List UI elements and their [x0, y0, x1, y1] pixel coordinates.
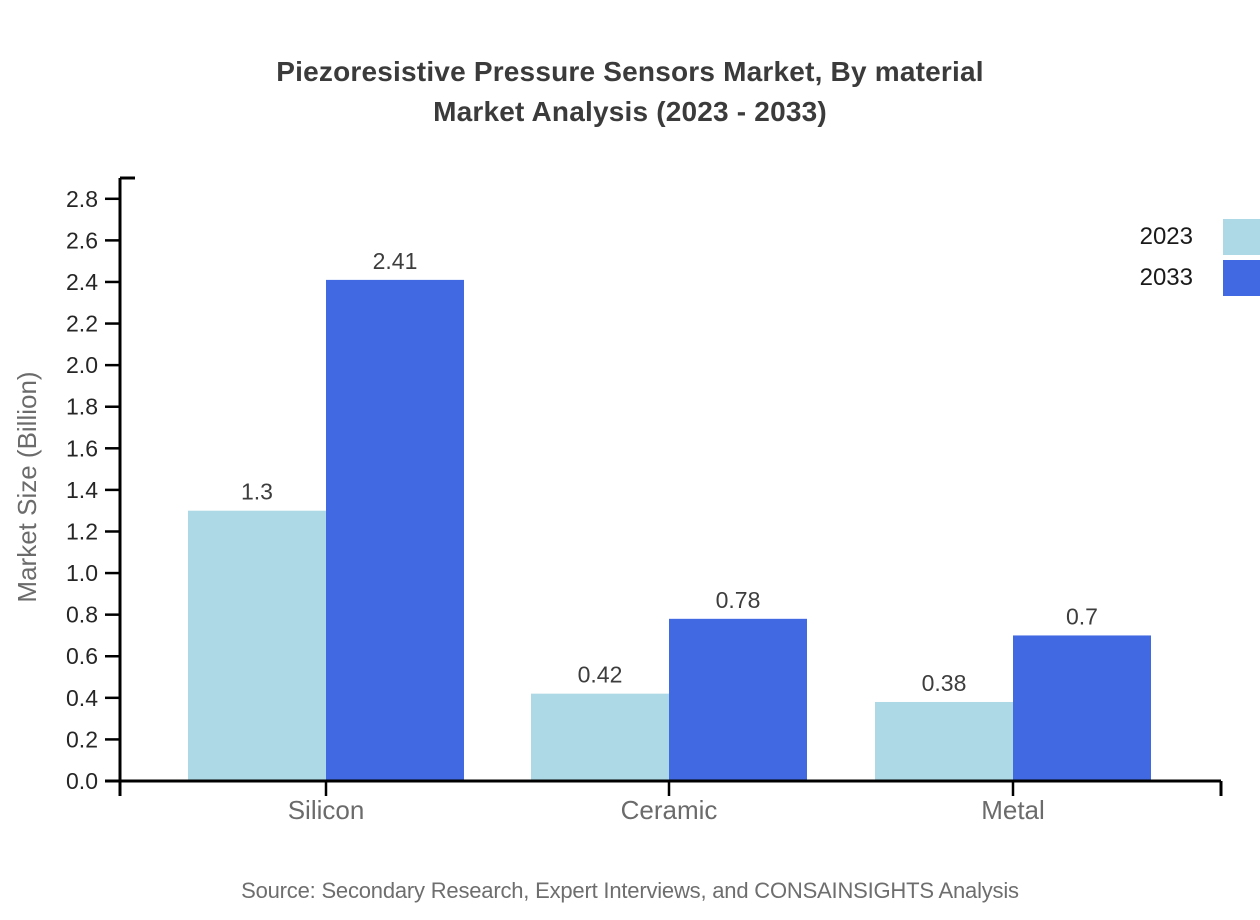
y-tick-label-0.2: 0.2	[66, 726, 98, 752]
chart-title-line1: Piezoresistive Pressure Sensors Market, …	[276, 56, 984, 87]
value-label-2033-metal: 0.7	[1066, 603, 1098, 629]
y-tick-label-2.0: 2.0	[66, 352, 98, 378]
y-tick-label-2.4: 2.4	[66, 269, 98, 295]
bar-2023-metal	[875, 701, 1013, 781]
bar-2033-silicon	[326, 279, 464, 781]
bar-2033-metal	[1013, 635, 1151, 781]
x-category-label-metal: Metal	[981, 795, 1045, 825]
y-tick-label-2.2: 2.2	[66, 311, 98, 337]
legend-label-2023: 2023	[1139, 223, 1193, 250]
value-label-2033-silicon: 2.41	[373, 248, 418, 274]
bars-group	[188, 279, 1151, 781]
legend-swatch-2023	[1223, 219, 1260, 255]
legend: 2023 2033	[1140, 219, 1260, 301]
y-tick-label-1.4: 1.4	[66, 477, 98, 503]
value-label-2023-ceramic: 0.42	[578, 662, 623, 688]
value-label-2023-metal: 0.38	[922, 670, 967, 696]
bar-2033-ceramic	[669, 618, 807, 781]
y-tick-label-0.0: 0.0	[66, 768, 98, 794]
y-tick-label-0.6: 0.6	[66, 643, 98, 669]
y-tick-label-1.0: 1.0	[66, 560, 98, 586]
y-tick-label-0.4: 0.4	[66, 685, 98, 711]
x-category-label-silicon: Silicon	[288, 795, 365, 825]
value-label-2033-ceramic: 0.78	[716, 587, 761, 613]
y-tick-label-0.8: 0.8	[66, 602, 98, 628]
value-label-2023-silicon: 1.3	[241, 479, 273, 505]
y-tick-label-1.6: 1.6	[66, 435, 98, 461]
y-axis-ticks: 0.0 0.2 0.4 0.6 0.8 1.0 1.2 1.4 1.6 1.8 2.0 2.2 2.4 2…	[66, 186, 120, 794]
y-tick-label-2.8: 2.8	[66, 186, 98, 212]
source-note: Source: Secondary Research, Expert Inter…	[241, 878, 1019, 903]
legend-item-2033: 2033	[1140, 260, 1260, 296]
y-tick-label-1.2: 1.2	[66, 518, 98, 544]
legend-label-2033: 2033	[1139, 264, 1193, 291]
chart-title-line2: Market Analysis (2023 - 2033)	[433, 96, 827, 127]
legend-swatch-2033	[1223, 260, 1260, 296]
y-tick-label-2.6: 2.6	[66, 227, 98, 253]
x-category-label-ceramic: Ceramic	[621, 795, 718, 825]
bar-2023-silicon	[188, 510, 326, 781]
chart-title: Piezoresistive Pressure Sensors Market, …	[0, 52, 1260, 132]
y-tick-label-1.8: 1.8	[66, 394, 98, 420]
legend-item-2023: 2023	[1140, 219, 1260, 255]
x-axis-ticks: Silicon Ceramic Metal	[288, 781, 1045, 825]
bar-2023-ceramic	[531, 693, 669, 781]
bar-value-labels: 1.3 2.41 0.42 0.78 0.38 0.7	[241, 248, 1098, 696]
y-axis-title: Market Size (Billion)	[12, 371, 42, 602]
